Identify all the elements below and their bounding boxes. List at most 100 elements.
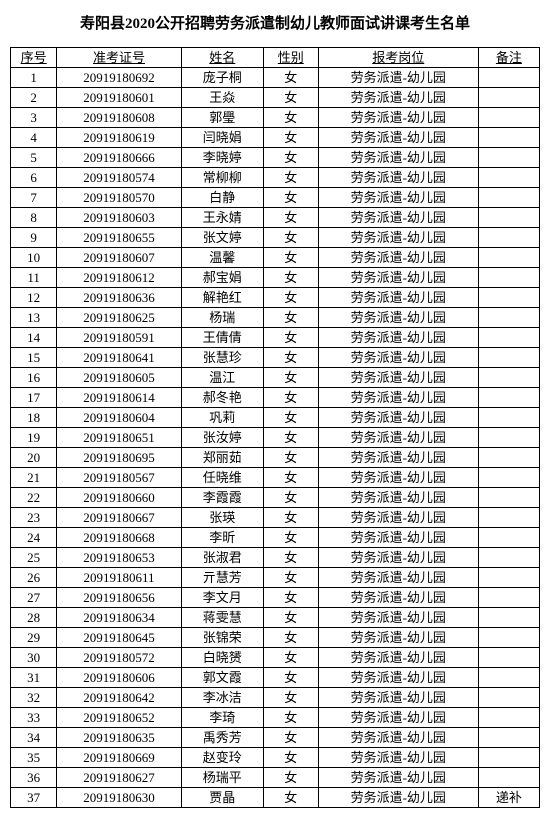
cell: [478, 628, 539, 648]
table-row: 1120919180612郝宝娟女劳务派遣-幼儿园: [11, 268, 540, 288]
table-row: 1320919180625杨瑞女劳务派遣-幼儿园: [11, 308, 540, 328]
table-row: 3520919180669赵变玲女劳务派遣-幼儿园: [11, 748, 540, 768]
cell: 劳务派遣-幼儿园: [318, 508, 478, 528]
cell: 李琦: [181, 708, 263, 728]
cell: 20919180656: [57, 588, 181, 608]
cell: 20919180627: [57, 768, 181, 788]
cell: 20919180636: [57, 288, 181, 308]
cell: 王焱: [181, 88, 263, 108]
cell: 女: [263, 708, 318, 728]
cell: 20919180655: [57, 228, 181, 248]
cell: [478, 368, 539, 388]
cell: 女: [263, 448, 318, 468]
cell: 张锦荣: [181, 628, 263, 648]
page-title: 寿阳县2020公开招聘劳务派遣制幼儿教师面试讲课考生名单: [10, 12, 540, 33]
cell: 郭文霞: [181, 668, 263, 688]
cell: 劳务派遣-幼儿园: [318, 488, 478, 508]
cell: 劳务派遣-幼儿园: [318, 228, 478, 248]
cell: 30: [11, 648, 57, 668]
cell: 女: [263, 508, 318, 528]
table-row: 120919180692庞子桐女劳务派遣-幼儿园: [11, 68, 540, 88]
cell: [478, 308, 539, 328]
cell: 女: [263, 548, 318, 568]
cell: 20919180634: [57, 608, 181, 628]
cell: 12: [11, 288, 57, 308]
cell: 劳务派遣-幼儿园: [318, 248, 478, 268]
cell: 女: [263, 568, 318, 588]
cell: [478, 748, 539, 768]
table-row: 820919180603王永婧女劳务派遣-幼儿园: [11, 208, 540, 228]
table-row: 2220919180660李霞霞女劳务派遣-幼儿园: [11, 488, 540, 508]
cell: 女: [263, 468, 318, 488]
cell: 劳务派遣-幼儿园: [318, 568, 478, 588]
cell: 20919180669: [57, 748, 181, 768]
cell: 亓慧芳: [181, 568, 263, 588]
cell: 女: [263, 168, 318, 188]
cell: 25: [11, 548, 57, 568]
cell: 21: [11, 468, 57, 488]
cell: 17: [11, 388, 57, 408]
cell: 20919180619: [57, 128, 181, 148]
cell: 张文婷: [181, 228, 263, 248]
cell: [478, 328, 539, 348]
cell: 女: [263, 668, 318, 688]
cell: [478, 88, 539, 108]
cell: 19: [11, 428, 57, 448]
table-row: 3620919180627杨瑞平女劳务派遣-幼儿园: [11, 768, 540, 788]
cell: 女: [263, 128, 318, 148]
cell: 20919180668: [57, 528, 181, 548]
cell: [478, 388, 539, 408]
cell: 女: [263, 748, 318, 768]
cell: 女: [263, 108, 318, 128]
cell: 14: [11, 328, 57, 348]
cell: 劳务派遣-幼儿园: [318, 648, 478, 668]
cell: [478, 688, 539, 708]
cell: 32: [11, 688, 57, 708]
table-header-row: 序号 准考证号 姓名 性别 报考岗位 备注: [11, 48, 540, 68]
cell: 劳务派遣-幼儿园: [318, 768, 478, 788]
table-row: 1520919180641张慧珍女劳务派遣-幼儿园: [11, 348, 540, 368]
cell: 女: [263, 488, 318, 508]
cell: 王永婧: [181, 208, 263, 228]
cell: 劳务派遣-幼儿园: [318, 88, 478, 108]
cell: 20919180567: [57, 468, 181, 488]
cell: 20919180652: [57, 708, 181, 728]
cell: 常柳柳: [181, 168, 263, 188]
cell: 杨瑞: [181, 308, 263, 328]
cell: 20919180601: [57, 88, 181, 108]
cell: 劳务派遣-幼儿园: [318, 728, 478, 748]
cell: 24: [11, 528, 57, 548]
cell: 劳务派遣-幼儿园: [318, 268, 478, 288]
cell: 女: [263, 408, 318, 428]
cell: [478, 648, 539, 668]
cell: 张汝婷: [181, 428, 263, 448]
cell: 28: [11, 608, 57, 628]
cell: 劳务派遣-幼儿园: [318, 328, 478, 348]
table-row: 2820919180634蒋雯慧女劳务派遣-幼儿园: [11, 608, 540, 628]
table-row: 2920919180645张锦荣女劳务派遣-幼儿园: [11, 628, 540, 648]
cell: 女: [263, 228, 318, 248]
cell: [478, 408, 539, 428]
cell: 女: [263, 588, 318, 608]
table-row: 620919180574常柳柳女劳务派遣-幼儿园: [11, 168, 540, 188]
cell: [478, 768, 539, 788]
cell: 解艳红: [181, 288, 263, 308]
cell: 庞子桐: [181, 68, 263, 88]
cell: 劳务派遣-幼儿园: [318, 588, 478, 608]
cell: [478, 728, 539, 748]
table-row: 1920919180651张汝婷女劳务派遣-幼儿园: [11, 428, 540, 448]
cell: 20919180574: [57, 168, 181, 188]
table-row: 420919180619闫晓娟女劳务派遣-幼儿园: [11, 128, 540, 148]
cell: 20919180611: [57, 568, 181, 588]
cell: 白静: [181, 188, 263, 208]
cell: 劳务派遣-幼儿园: [318, 188, 478, 208]
table-row: 2320919180667张瑛女劳务派遣-幼儿园: [11, 508, 540, 528]
cell: [478, 128, 539, 148]
cell: 22: [11, 488, 57, 508]
cell: 李昕: [181, 528, 263, 548]
table-row: 1820919180604巩莉女劳务派遣-幼儿园: [11, 408, 540, 428]
cell: 温馨: [181, 248, 263, 268]
col-index: 序号: [11, 48, 57, 68]
cell: 35: [11, 748, 57, 768]
cell: 贾晶: [181, 788, 263, 808]
